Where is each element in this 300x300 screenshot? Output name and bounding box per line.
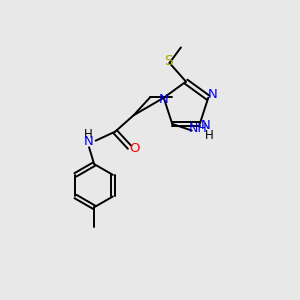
Text: N: N — [208, 88, 218, 101]
Text: N: N — [84, 135, 94, 148]
Text: S: S — [164, 54, 172, 68]
Text: H: H — [205, 128, 214, 142]
Text: NH: NH — [188, 122, 207, 135]
Text: O: O — [129, 142, 139, 155]
Text: N: N — [200, 119, 210, 132]
Text: H: H — [84, 128, 92, 141]
Text: N: N — [158, 93, 168, 106]
